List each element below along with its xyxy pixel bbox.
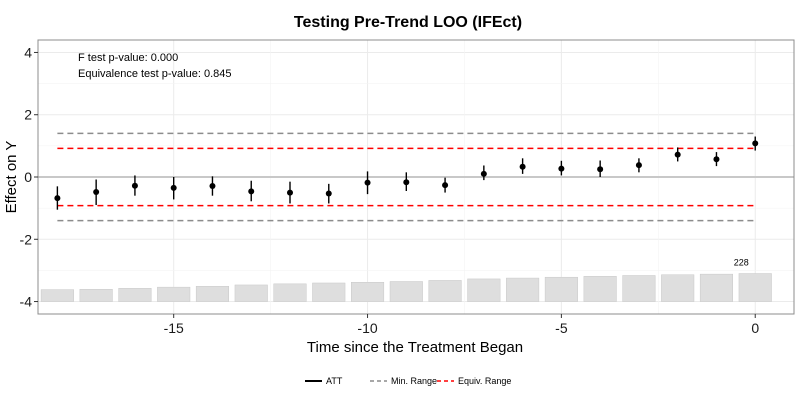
count-bar <box>389 281 423 302</box>
y-tick-label: -4 <box>20 294 33 310</box>
count-bar <box>195 286 229 302</box>
count-bar <box>118 288 152 302</box>
count-bar <box>312 282 346 302</box>
legend-item: ATT <box>305 376 343 386</box>
legend-label: ATT <box>326 376 343 386</box>
att-point <box>674 151 681 158</box>
x-axis-title: Time since the Treatment Began <box>307 339 523 356</box>
att-point <box>54 195 61 202</box>
f-test-annotation: F test p-value: 0.000 <box>78 52 178 64</box>
count-bar <box>40 289 74 302</box>
y-axis-title: Effect on Y <box>3 141 20 214</box>
att-estimates <box>54 136 759 210</box>
legend-item: Min. Range <box>370 376 437 386</box>
att-point <box>131 182 138 189</box>
att-point <box>287 189 293 196</box>
count-bar <box>234 284 268 302</box>
att-point <box>558 165 565 172</box>
equivalence-test-annotation: Equivalence test p-value: 0.845 <box>78 68 232 80</box>
x-tick-label: -10 <box>357 320 377 336</box>
x-tick-label: -5 <box>555 320 568 336</box>
att-point <box>713 156 720 163</box>
att-point <box>248 188 255 195</box>
att-point <box>635 162 642 169</box>
reference-lines <box>38 132 794 222</box>
att-point <box>752 140 759 147</box>
att-point <box>364 179 371 186</box>
att-point <box>403 179 410 186</box>
x-axis-ticks: -15 -10 -5 0 <box>164 314 759 336</box>
att-point <box>442 182 449 189</box>
legend-item: Equiv. Range <box>437 376 511 386</box>
count-bar <box>583 276 617 302</box>
count-bar <box>699 273 733 302</box>
count-bar <box>157 286 191 302</box>
y-tick-label: 2 <box>24 107 32 123</box>
y-tick-label: 4 <box>24 44 32 60</box>
count-bar <box>428 280 462 302</box>
att-point <box>93 188 100 195</box>
count-bar <box>351 281 385 302</box>
legend-label: Min. Range <box>391 376 437 386</box>
y-axis-ticks: -4 -2 0 2 4 <box>20 44 38 310</box>
att-point <box>597 166 604 173</box>
y-tick-label: -2 <box>20 231 33 247</box>
test-annotations: F test p-value: 0.000 Equivalence test p… <box>78 52 232 80</box>
legend-label: Equiv. Range <box>458 376 511 386</box>
att-point <box>209 183 216 190</box>
count-bar <box>79 289 113 302</box>
x-tick-label: 0 <box>751 320 759 336</box>
att-point <box>325 190 332 197</box>
att-point <box>519 163 526 170</box>
count-bar <box>506 277 540 302</box>
count-bars: 228 <box>40 258 772 302</box>
chart-title: Testing Pre-Trend LOO (IFEct) <box>294 14 522 31</box>
count-bar <box>738 273 772 302</box>
att-point <box>170 184 177 191</box>
count-bar-label: 228 <box>734 258 749 268</box>
count-bar <box>467 278 501 302</box>
count-bar <box>273 283 307 302</box>
att-point <box>480 170 487 177</box>
count-bar <box>661 274 695 302</box>
count-bar <box>544 276 578 302</box>
count-bar <box>622 275 656 302</box>
x-tick-label: -15 <box>164 320 184 336</box>
y-tick-label: 0 <box>24 169 32 185</box>
legend: ATT Min. Range Equiv. Range <box>305 376 511 386</box>
